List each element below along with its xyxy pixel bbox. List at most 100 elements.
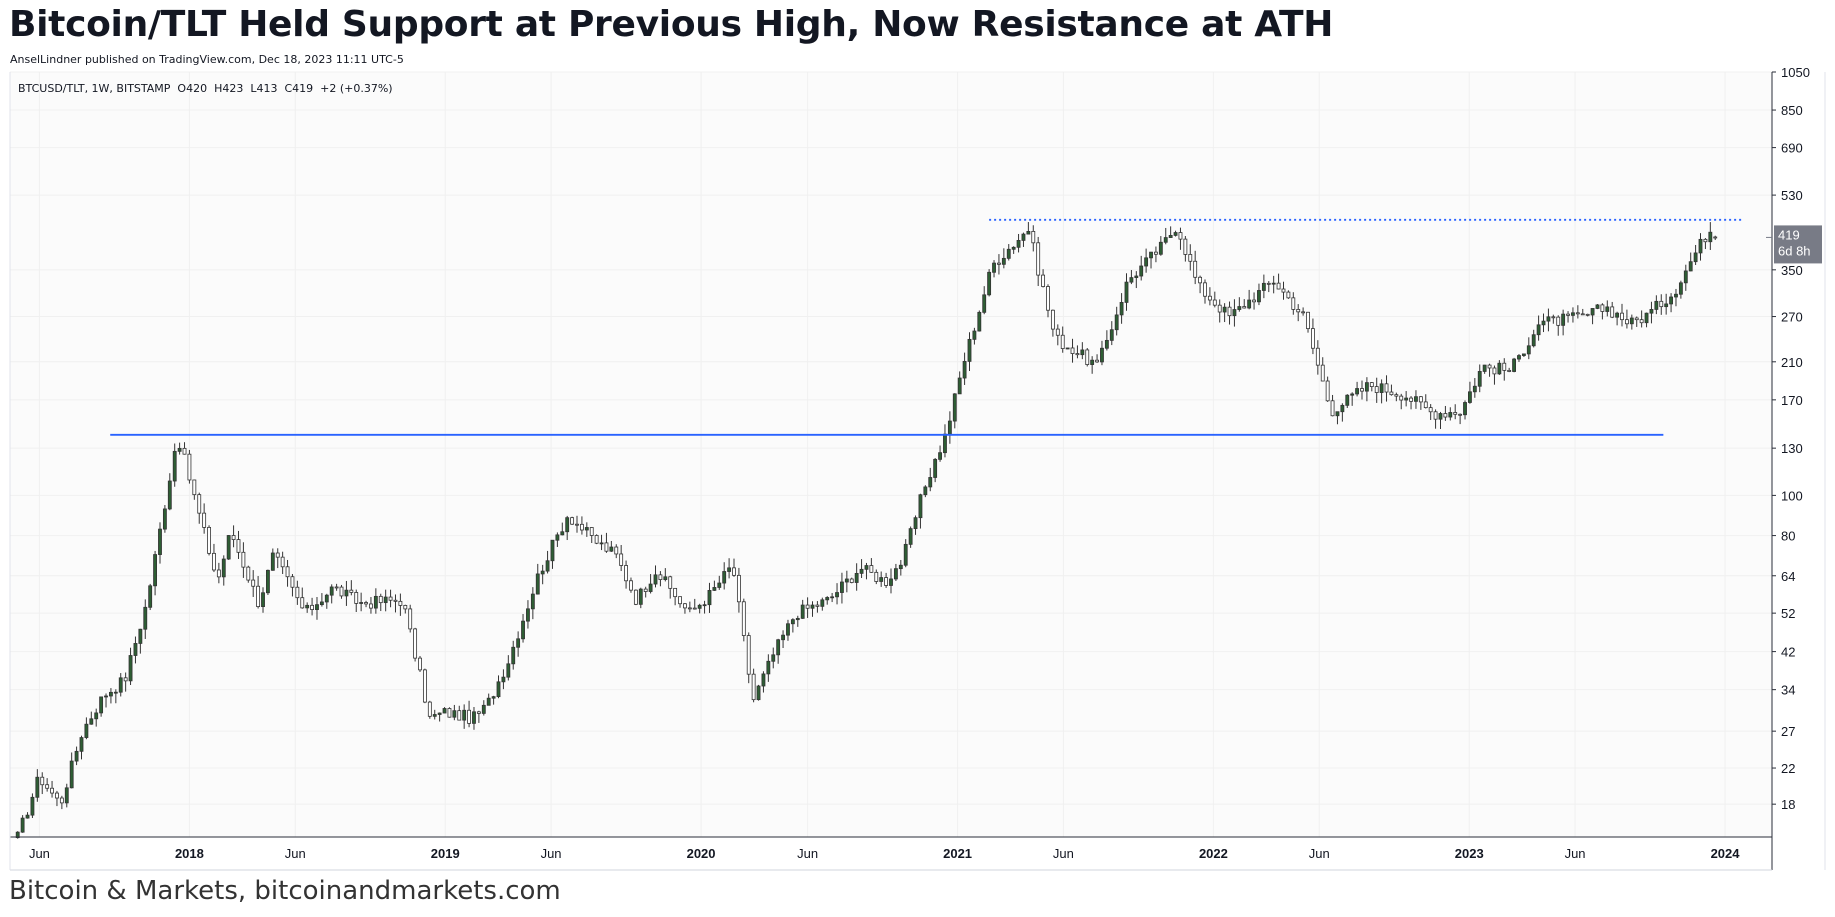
candle-body (207, 526, 211, 554)
price-axis[interactable]: 1050 850 690 530 350 270 210 170 130 100 80 64 52 42 3… (1772, 65, 1810, 812)
candle-body (805, 604, 810, 609)
candle-body (1536, 324, 1541, 336)
candle-body (1188, 254, 1193, 262)
time-tick-label: Jun (29, 846, 50, 861)
candle-body (1217, 304, 1222, 313)
candle-body (1414, 396, 1418, 402)
candle-body (589, 527, 594, 536)
candle-body (290, 576, 295, 588)
candle-body (123, 677, 128, 682)
candle-body (1654, 300, 1659, 310)
candle-body (732, 567, 736, 576)
candle-body (319, 601, 324, 606)
candle-body (1409, 397, 1413, 402)
candle-body (143, 606, 148, 630)
candle-body (1207, 295, 1212, 301)
price-tick-label: 27 (1781, 724, 1795, 739)
candle-body (30, 796, 35, 816)
candle-body (158, 528, 162, 555)
candle-body (1600, 304, 1605, 312)
candle-body (1026, 231, 1031, 235)
candle-body (1154, 251, 1158, 255)
candle-body (1703, 238, 1708, 243)
candle-body (1036, 242, 1041, 276)
candle-body (947, 420, 952, 435)
candle-body (1350, 393, 1355, 396)
time-axis[interactable]: Jun 2018 Jun 2019 Jun 2020 Jun 2021 Jun 2022 Jun 20… (29, 846, 1740, 861)
candle-body (1301, 311, 1306, 314)
candle-body (1590, 308, 1595, 316)
candle-body (467, 709, 471, 724)
candle-body (84, 723, 89, 738)
candle-body (766, 660, 771, 675)
time-tick-label: Jun (1053, 846, 1074, 861)
price-tick-label: 80 (1781, 529, 1795, 544)
price-tick-label: 100 (1781, 488, 1803, 503)
candle-body (1708, 231, 1713, 243)
candle-body (1678, 282, 1683, 295)
candle-body (678, 596, 682, 605)
candle-body (1394, 394, 1399, 397)
candle-body (388, 596, 393, 601)
candle-body (884, 577, 889, 586)
candle-body (722, 571, 727, 584)
candle-body (1438, 413, 1443, 420)
candle-body (1114, 314, 1119, 331)
candle-body (1212, 299, 1217, 306)
candle-body (315, 604, 319, 610)
candle-body (1423, 401, 1428, 409)
candle-body (849, 578, 854, 583)
candle-body (746, 635, 751, 675)
candle-body (334, 586, 339, 589)
candle-body (1237, 306, 1242, 310)
candle-body (692, 607, 697, 610)
candle-body (1507, 369, 1512, 372)
candle-body (481, 704, 486, 714)
candle-body (707, 590, 712, 606)
candle-body (1615, 312, 1620, 318)
last-price-value: 419 (1778, 227, 1800, 242)
candle-body (280, 556, 285, 568)
price-tick-label: 350 (1781, 263, 1803, 278)
candle-body (1276, 282, 1281, 290)
candle-body (501, 676, 506, 683)
candle-body (457, 710, 462, 721)
candle-body (521, 620, 525, 640)
candle-body (310, 604, 314, 610)
candle-body (1404, 397, 1409, 401)
candle-body (643, 588, 648, 592)
candle-body (1468, 391, 1472, 403)
candle-body (938, 452, 942, 460)
candle-body (1571, 312, 1575, 316)
candle-body (1384, 383, 1389, 393)
candle-body (256, 585, 261, 607)
page-title: Bitcoin/TLT Held Support at Previous Hig… (9, 4, 1334, 45)
candle-body (403, 604, 408, 610)
plot-area[interactable] (10, 72, 1772, 837)
time-tick-label: 2018 (175, 846, 204, 861)
time-tick-label: 2023 (1455, 846, 1484, 861)
candle-body (1070, 347, 1075, 354)
candle-body (1001, 257, 1006, 265)
candle-body (1624, 319, 1629, 325)
candle-body (25, 814, 30, 819)
candle-body (717, 582, 722, 588)
candle-body (1531, 334, 1536, 347)
candle-body (1502, 362, 1507, 371)
candle-body (658, 574, 663, 581)
candle-body (761, 673, 766, 687)
candle-body (275, 552, 280, 558)
candle-body (555, 534, 560, 541)
candle-body (1134, 275, 1139, 279)
candle-body (1124, 281, 1129, 303)
candle-body (1492, 367, 1497, 375)
candle-body (1247, 299, 1252, 309)
candle-body (45, 784, 50, 789)
candle-body (50, 787, 54, 794)
candle-body (1060, 334, 1065, 349)
candle-body (1149, 251, 1153, 259)
candle-body (526, 608, 530, 622)
candle-body (295, 586, 300, 599)
candle-body (1090, 359, 1095, 365)
price-tick-label: 1050 (1781, 65, 1810, 80)
